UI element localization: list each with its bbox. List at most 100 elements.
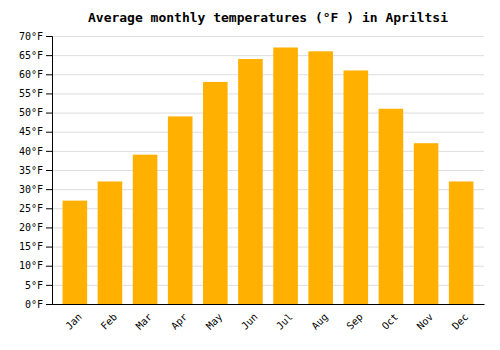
x-tick-label: Feb <box>99 311 120 332</box>
y-tick: 50°F <box>19 107 52 118</box>
y-tick-mark <box>46 227 52 228</box>
bar <box>379 109 404 304</box>
bars <box>63 47 474 304</box>
grid-tick <box>52 304 484 305</box>
y-tick: 5°F <box>25 280 52 291</box>
grid-line <box>52 55 484 56</box>
y-tick: 20°F <box>19 222 52 233</box>
y-tick-mark <box>46 55 52 56</box>
y-tick-label: 35°F <box>19 165 43 176</box>
x-tick-label: Dec <box>450 311 471 332</box>
grid-line <box>52 93 484 94</box>
grid <box>52 37 484 305</box>
y-tick: 30°F <box>19 184 52 195</box>
y-tick-mark <box>46 132 52 133</box>
x-tick-label: Oct <box>380 311 401 332</box>
y-tick-label: 15°F <box>19 241 43 252</box>
bar <box>203 82 228 304</box>
y-tick-mark <box>46 189 52 190</box>
bar <box>344 70 369 304</box>
y-tick-label: 55°F <box>19 88 43 99</box>
x-tick-label: Jul <box>274 311 295 332</box>
grid-tick <box>52 132 484 133</box>
x-axis-line <box>53 304 485 305</box>
y-tick: 40°F <box>19 146 52 157</box>
bar <box>273 47 298 304</box>
y-tick-mark <box>46 74 52 75</box>
x-tick-label: Nov <box>415 311 436 332</box>
bar <box>238 59 263 304</box>
y-tick-label: 60°F <box>19 69 43 80</box>
y-tick-mark <box>46 36 52 37</box>
grid-tick <box>52 93 484 94</box>
y-tick: 25°F <box>19 203 52 214</box>
y-tick-mark <box>46 208 52 209</box>
x-axis: Jan Feb Mar Apr May Jun Jul Aug Sep Oct Nov Dec <box>53 305 485 332</box>
y-tick-label: 0°F <box>25 299 43 310</box>
y-tick-label: 20°F <box>19 222 43 233</box>
x-tick: Sep <box>344 311 365 332</box>
y-tick: 10°F <box>19 260 52 271</box>
grid-line <box>52 36 484 37</box>
y-axis: 0°F 5°F 10°F 15°F 20°F 25°F 30°F 35°F 40°F 45°F 50… <box>19 31 53 310</box>
y-tick-label: 45°F <box>19 126 43 137</box>
y-tick: 35°F <box>19 165 52 176</box>
x-tick-label: Apr <box>169 311 190 332</box>
x-tick: Dec <box>450 311 471 332</box>
plot: 0°F 5°F 10°F 15°F 20°F 25°F 30°F 35°F 40°F 45°F 50… <box>19 31 485 332</box>
y-tick-mark <box>46 151 52 152</box>
x-tick: Mar <box>134 311 155 332</box>
y-axis-line <box>46 37 53 305</box>
grid-tick <box>52 113 484 114</box>
bar <box>414 143 439 304</box>
x-tick-label: Aug <box>309 311 330 332</box>
y-tick-mark <box>46 266 52 267</box>
grid-line <box>52 113 484 114</box>
x-tick-label: Sep <box>344 311 365 332</box>
x-tick-label: Mar <box>134 311 155 332</box>
y-tick-mark <box>46 304 52 305</box>
grid-line <box>52 74 484 75</box>
y-tick-mark <box>46 113 52 114</box>
x-tick: Jul <box>274 311 295 332</box>
grid-line <box>52 304 484 305</box>
y-tick-mark <box>46 93 52 94</box>
x-tick: Jan <box>63 311 84 332</box>
x-tick: Aug <box>309 311 330 332</box>
x-tick: Apr <box>169 311 190 332</box>
x-tick: Nov <box>415 311 436 332</box>
y-tick-label: 5°F <box>25 280 43 291</box>
x-tick: Oct <box>380 311 401 332</box>
y-tick: 15°F <box>19 241 52 252</box>
y-tick: 65°F <box>19 50 52 61</box>
y-tick-mark <box>46 170 52 171</box>
bar <box>98 181 123 304</box>
y-tick-label: 70°F <box>19 31 43 42</box>
y-tick: 55°F <box>19 88 52 99</box>
grid-line <box>52 132 484 133</box>
grid-tick <box>52 36 484 37</box>
x-tick: May <box>204 311 225 332</box>
x-tick: Jun <box>239 311 260 332</box>
y-tick-mark <box>46 247 52 248</box>
y-tick-label: 25°F <box>19 203 43 214</box>
x-tick-label: Jun <box>239 311 260 332</box>
y-tick-mark <box>46 285 52 286</box>
title: Average monthly temperatures (°F ) in Ap… <box>88 10 448 25</box>
x-tick-label: Jan <box>63 311 84 332</box>
bar <box>449 181 474 304</box>
x-tick: Feb <box>99 311 120 332</box>
bar <box>308 51 333 304</box>
grid-tick <box>52 74 484 75</box>
y-tick: 0°F <box>25 299 52 310</box>
grid-tick <box>52 55 484 56</box>
y-tick-label: 10°F <box>19 260 43 271</box>
y-tick-label: 40°F <box>19 146 43 157</box>
bar <box>63 201 88 304</box>
y-tick: 60°F <box>19 69 52 80</box>
chart: 0°F 5°F 10°F 15°F 20°F 25°F 30°F 35°F 40°F 45°F 50… <box>0 0 500 350</box>
y-tick: 70°F <box>19 31 52 42</box>
bar <box>168 116 193 304</box>
bar <box>133 155 158 304</box>
y-tick-label: 65°F <box>19 50 43 61</box>
